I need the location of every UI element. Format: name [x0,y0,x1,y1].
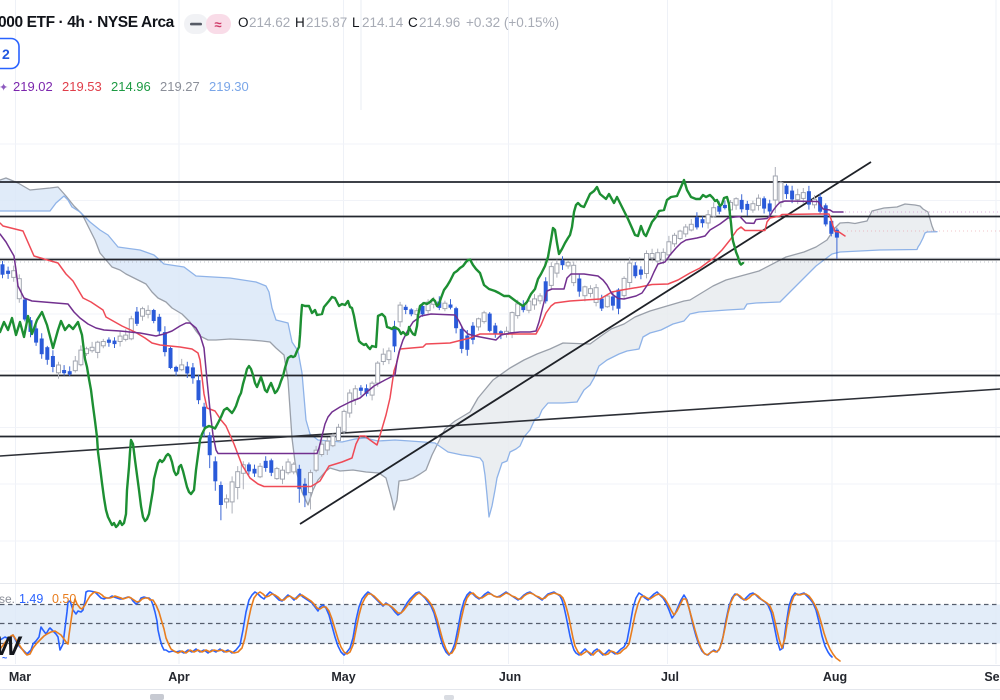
svg-text:214.14: 214.14 [362,15,404,30]
svg-text:C: C [408,15,418,30]
svg-text:se.: se. [0,592,15,606]
svg-text:219.02: 219.02 [13,79,53,94]
svg-text:+0.32 (+0.15%): +0.32 (+0.15%) [466,15,559,30]
svg-text:214.96: 214.96 [111,79,151,94]
svg-text:Apr: Apr [168,670,190,684]
svg-text:0.50: 0.50 [52,592,76,606]
svg-text:214.62: 214.62 [249,15,290,30]
svg-text:Mar: Mar [9,670,31,684]
svg-text:Jul: Jul [661,670,679,684]
svg-text:May: May [331,670,355,684]
svg-text:≈: ≈ [214,17,221,32]
svg-text:Jun: Jun [499,670,521,684]
svg-text:O: O [238,15,249,30]
svg-text:219.53: 219.53 [62,79,102,94]
svg-text:~: ~ [2,653,7,663]
svg-text:000 ETF · 4h · NYSE Arca: 000 ETF · 4h · NYSE Arca [0,14,175,31]
svg-text:W: W [0,631,23,661]
svg-text:215.87: 215.87 [306,15,347,30]
svg-text:2: 2 [2,46,10,62]
svg-text:219.30: 219.30 [209,79,249,94]
svg-text:H: H [295,15,305,30]
svg-text:219.27: 219.27 [160,79,200,94]
svg-text:214.96: 214.96 [419,15,460,30]
svg-text:Se: Se [984,670,999,684]
svg-text:1.49: 1.49 [19,592,43,606]
svg-text:Aug: Aug [823,670,847,684]
svg-text:✦: ✦ [0,82,8,94]
svg-text:L: L [352,15,360,30]
